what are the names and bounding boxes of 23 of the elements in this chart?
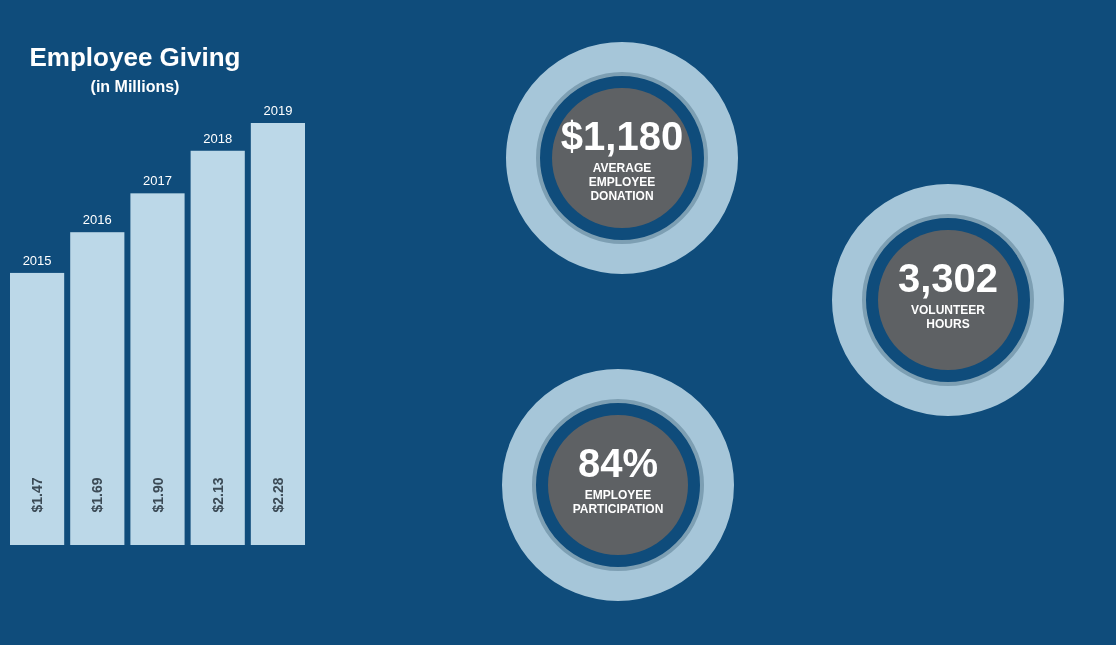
data-label: $2.13 <box>209 477 226 513</box>
bar <box>70 232 125 545</box>
data-label: $1.47 <box>29 477 46 513</box>
x-tick-label: 2016 <box>82 212 112 228</box>
data-label: $1.69 <box>89 477 106 513</box>
x-tick-label: 2018 <box>203 130 233 146</box>
x-tick-label: 2015 <box>22 252 52 268</box>
text: VOLUNTEER HOURS <box>910 303 986 331</box>
bar <box>250 123 305 545</box>
data-label: $1.90 <box>149 477 166 513</box>
data-label: $2.28 <box>269 477 286 513</box>
text: AVERAGE EMPLOYEE DONATION <box>588 161 656 203</box>
text: $1,180 <box>560 114 684 158</box>
bar <box>190 150 245 545</box>
chart-subtitle: (in Millions) <box>90 78 180 95</box>
x-tick-label: 2019 <box>263 103 293 118</box>
chart-title: Employee Giving <box>29 42 241 72</box>
text: EMPLOYEE PARTICIPATION <box>572 488 664 516</box>
text: 3,302 <box>897 256 999 300</box>
x-tick-label: 2017 <box>143 173 172 189</box>
bar <box>10 272 65 545</box>
text: 84% <box>577 441 659 485</box>
bar <box>130 193 185 545</box>
